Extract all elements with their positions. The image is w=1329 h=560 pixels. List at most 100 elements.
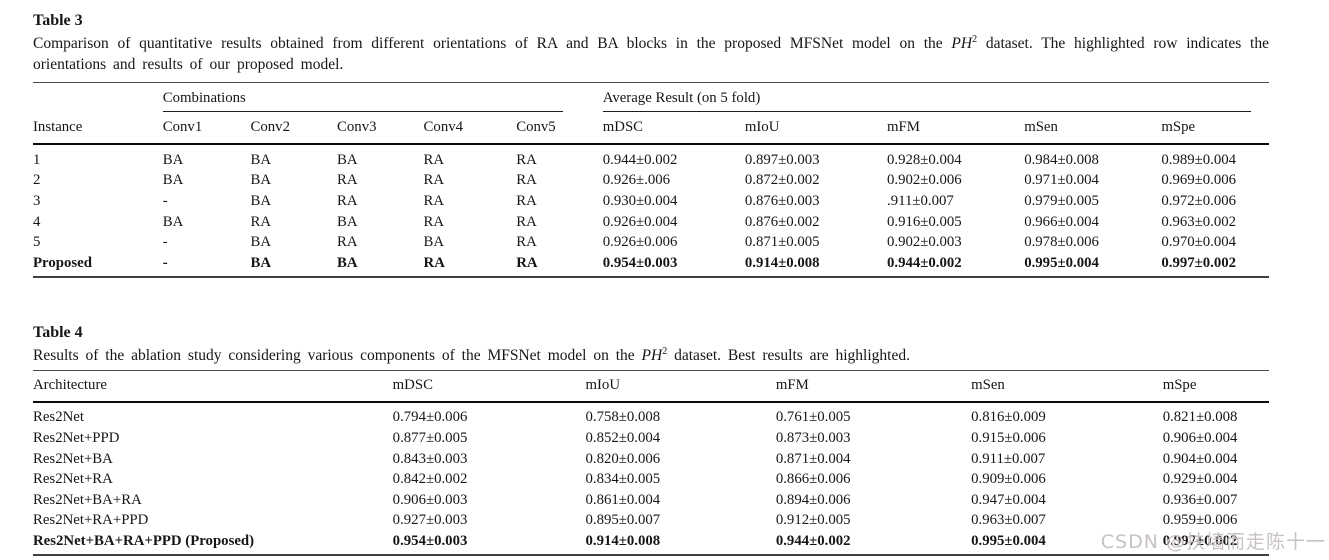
conv-cell: RA [337, 172, 358, 189]
result-cell: 0.834±0.005 [585, 471, 661, 488]
architecture-cell: Res2Net+RA [33, 471, 113, 488]
table-row: Res2Net 0.794±0.006 0.758±0.008 0.761±0.005… [33, 402, 1269, 429]
table-row: Res2Net+BA+RA+PPD (Proposed) 0.954±0.003 0… [33, 531, 1269, 555]
column-header-mdsc: mDSC [602, 112, 745, 145]
result-cell: 0.954±0.003 [392, 532, 468, 549]
table-row: Proposed - BA BA RA RA 0.954±0.003 0.914±0.008 0… [33, 253, 1269, 277]
result-cell: 0.820±0.006 [585, 450, 661, 467]
dataset-superscript: 2 [662, 345, 668, 357]
table3: Combinations Average Result (on 5 fold) … [33, 82, 1269, 278]
result-cell: 0.995±0.004 [1024, 254, 1099, 271]
dataset-name-italic: PH [641, 346, 663, 364]
column-header-conv1: Conv1 [162, 112, 251, 145]
result-cell: 0.944±0.002 [775, 532, 851, 549]
table-row: Res2Net+BA 0.843±0.003 0.820±0.006 0.871±0.… [33, 449, 1269, 470]
instance-cell: 5 [33, 234, 41, 251]
result-cell: 0.895±0.007 [585, 512, 661, 529]
result-cell: 0.927±0.003 [392, 512, 468, 529]
conv-cell: BA [162, 151, 184, 168]
result-cell: 0.926±0.004 [602, 213, 678, 230]
table4: Architecture mDSC mIoU mFM mSen mSpe Res2Net 0… [33, 369, 1269, 556]
table4-column-header-row: Architecture mDSC mIoU mFM mSen mSpe [33, 370, 1269, 403]
conv-cell: RA [516, 172, 537, 189]
result-cell: 0.761±0.005 [775, 409, 851, 426]
result-cell: 0.926±.006 [602, 172, 671, 189]
column-header-conv4: Conv4 [423, 112, 517, 145]
table-row: 4 BA RA BA RA RA 0.926±0.004 0.876±0.002 0.916±0… [33, 212, 1269, 233]
dataset-name-italic: PH [951, 35, 973, 52]
result-cell: 0.969±0.006 [1161, 172, 1237, 189]
result-cell: 0.866±0.006 [775, 471, 851, 488]
result-cell: 0.914±0.008 [585, 532, 661, 549]
column-header-instance: Instance [33, 112, 163, 145]
conv-cell: - [162, 234, 168, 251]
result-cell: 0.984±0.008 [1024, 151, 1099, 168]
conv-cell: RA [516, 234, 537, 251]
instance-cell: 2 [33, 172, 41, 189]
architecture-cell: Res2Net [33, 409, 84, 426]
page-content: Table 3 Comparison of quantitative resul… [33, 0, 1269, 556]
conv-cell: RA [423, 192, 445, 209]
result-cell: 0.995±0.004 [971, 532, 1046, 549]
caption-text: dataset. The highlighted row indicates t… [33, 35, 1269, 73]
result-cell: 0.929±0.004 [1162, 471, 1238, 488]
result-cell: 0.926±0.006 [602, 234, 678, 251]
table-row: 2 BA BA RA RA RA 0.926±.006 0.872±0.002 0.902±0.… [33, 171, 1269, 192]
result-cell: 0.911±0.007 [971, 450, 1046, 467]
conv-cell: BA [250, 254, 272, 271]
conv-cell: BA [162, 213, 184, 230]
column-header-mdsc: mDSC [392, 370, 586, 403]
result-cell: 0.944±0.002 [887, 254, 962, 271]
table-row: Res2Net+BA+RA 0.906±0.003 0.861±0.004 0.894… [33, 490, 1269, 511]
column-header-conv3: Conv3 [337, 112, 424, 145]
table-row: Res2Net+PPD 0.877±0.005 0.852±0.004 0.873±0… [33, 428, 1269, 449]
conv-cell: BA [250, 192, 272, 209]
result-cell: 0.989±0.004 [1161, 151, 1237, 168]
result-cell: 0.876±0.003 [744, 192, 820, 209]
result-cell: 0.877±0.005 [392, 429, 468, 446]
dataset-superscript: 2 [972, 33, 978, 45]
conv-cell: BA [423, 234, 445, 251]
conv-cell: - [162, 192, 168, 209]
table-row: Res2Net+RA+PPD 0.927±0.003 0.895±0.007 0.91… [33, 511, 1269, 532]
result-cell: 0.758±0.008 [585, 409, 661, 426]
result-cell: 0.821±0.008 [1162, 409, 1238, 426]
conv-cell: BA [250, 151, 272, 168]
conv-cell: RA [337, 234, 358, 251]
table3-label: Table 3 [33, 12, 83, 29]
conv-cell: BA [337, 254, 358, 271]
column-header-msen: mSen [971, 370, 1163, 403]
architecture-cell: Res2Net+BA [33, 450, 113, 467]
result-cell: .911±0.007 [887, 192, 954, 209]
conv-cell: RA [423, 213, 445, 230]
table3-section: Table 3 Comparison of quantitative resul… [33, 11, 1269, 278]
table-row: 5 - BA RA BA RA 0.926±0.006 0.871±0.005 0.902±0.… [33, 232, 1269, 253]
column-header-msen: mSen [1024, 112, 1162, 145]
result-cell: 0.963±0.007 [971, 512, 1046, 529]
conv-cell: BA [250, 234, 272, 251]
instance-cell: 1 [33, 151, 41, 168]
result-cell: 0.966±0.004 [1024, 213, 1099, 230]
conv-cell: RA [337, 192, 358, 209]
result-cell: 0.894±0.006 [775, 491, 851, 508]
conv-cell: BA [250, 172, 272, 189]
result-cell: 0.959±0.006 [1162, 512, 1238, 529]
result-cell: 0.909±0.006 [971, 471, 1046, 488]
result-cell: 0.873±0.003 [775, 429, 851, 446]
table-row: 3 - BA RA RA RA 0.930±0.004 0.876±0.003 .911±0.0… [33, 191, 1269, 212]
section-spacer [33, 278, 1269, 312]
result-cell: 0.902±0.006 [887, 172, 962, 189]
conv-cell: RA [516, 254, 538, 271]
caption-text: Comparison of quantitative results obtai… [33, 35, 952, 52]
result-cell: 0.871±0.004 [775, 450, 851, 467]
conv-cell: RA [423, 172, 445, 189]
result-cell: 0.904±0.004 [1162, 450, 1238, 467]
conv-cell: RA [516, 192, 537, 209]
result-cell: 0.979±0.005 [1024, 192, 1099, 209]
caption-text: Results of the ablation study considerin… [33, 346, 642, 364]
result-cell: 0.930±0.004 [602, 192, 678, 209]
result-cell: 0.944±0.002 [602, 151, 678, 168]
architecture-cell: Res2Net+BA+RA [33, 491, 142, 508]
column-header-mspe: mSpe [1161, 112, 1269, 145]
architecture-cell: Res2Net+RA+PPD [33, 512, 149, 529]
